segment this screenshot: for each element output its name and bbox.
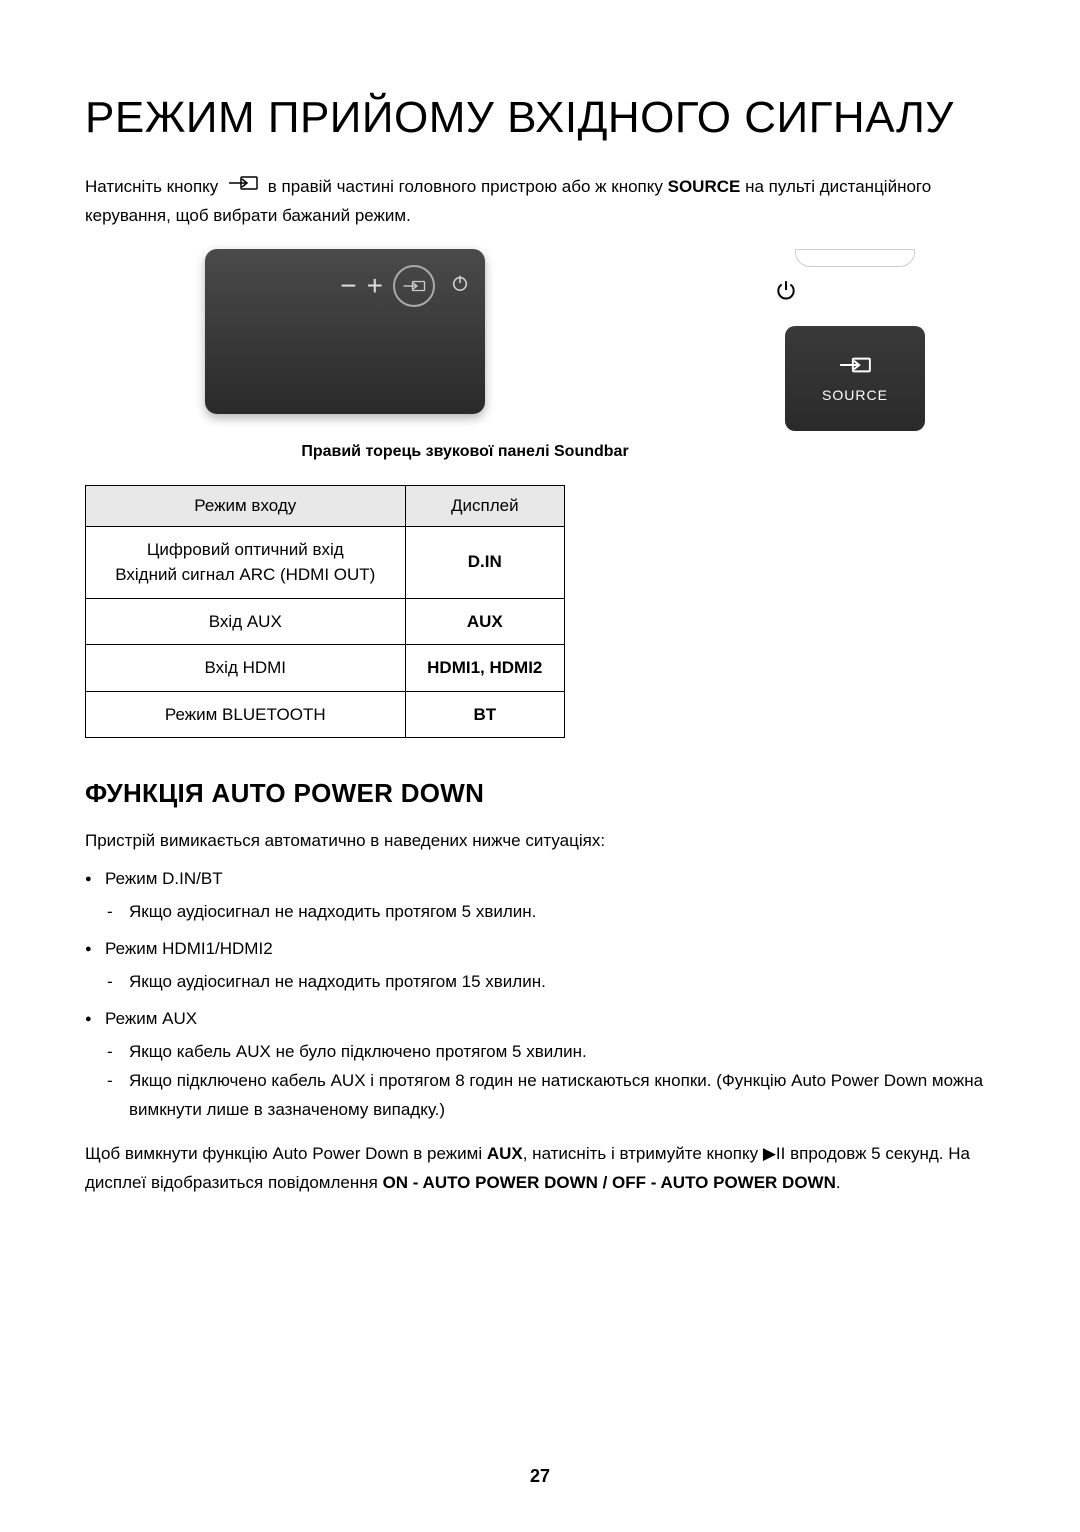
intro-paragraph: Натисніть кнопку в правій частині головн… <box>85 173 995 229</box>
table-cell-display: D.IN <box>405 526 564 598</box>
remote-source-icon <box>838 354 872 381</box>
sub-list-item: Якщо аудіосигнал не надходить протягом 5… <box>129 898 995 927</box>
sub-list: Якщо кабель AUX не було підключено протя… <box>105 1038 995 1125</box>
device-caption: Правий торець звукової панелі Soundbar <box>0 443 995 461</box>
closing-onoff: ON - AUTO POWER DOWN / OFF - AUTO POWER … <box>383 1173 836 1192</box>
table-cell-mode: Цифровий оптичний вхідВхідний сигнал ARC… <box>86 526 406 598</box>
closing-part2: , натисніть і втримуйте кнопку <box>523 1144 763 1163</box>
table-cell-display: HDMI1, HDMI2 <box>405 645 564 692</box>
page-number: 27 <box>530 1466 550 1487</box>
power-icon <box>451 274 469 297</box>
mode-table: Режим входу Дисплей Цифровий оптичний вх… <box>85 485 565 739</box>
remote-body: SOURCE <box>785 326 925 431</box>
sub-list: Якщо аудіосигнал не надходить протягом 1… <box>105 968 995 997</box>
intro-prefix: Натисніть кнопку <box>85 177 223 196</box>
table-row: Вхід HDMI HDMI1, HDMI2 <box>86 645 565 692</box>
remote-image: SOURCE <box>755 249 955 431</box>
remote-source-label: SOURCE <box>822 387 888 403</box>
table-header-display: Дисплей <box>405 485 564 526</box>
device-image: − + <box>205 249 485 414</box>
section-intro: Пристрій вимикається автоматично в навед… <box>85 831 995 851</box>
device-controls: − + <box>340 265 469 307</box>
closing-paragraph: Щоб вимкнути функцію Auto Power Down в р… <box>85 1140 995 1198</box>
sub-list-item: Якщо підключено кабель AUX і протягом 8 … <box>129 1067 995 1125</box>
intro-source-word: SOURCE <box>668 177 741 196</box>
list-title: Режим D.IN/BT <box>105 869 223 888</box>
table-header-mode: Режим входу <box>86 485 406 526</box>
intro-middle: в правій частині головного пристрою або … <box>268 177 668 196</box>
source-arrow-icon <box>227 173 259 201</box>
bullet-list: Режим D.IN/BT Якщо аудіосигнал не надход… <box>85 865 995 1124</box>
remote-power-icon <box>755 279 955 306</box>
page-title: РЕЖИМ ПРИЙОМУ ВХІДНОГО СИГНАЛУ <box>85 90 995 145</box>
list-item: Режим AUX Якщо кабель AUX не було підклю… <box>105 1005 995 1125</box>
table-cell-mode: Вхід AUX <box>86 598 406 645</box>
table-row: Режим BLUETOOTH BT <box>86 691 565 738</box>
remote-top-shape <box>795 249 915 267</box>
volume-minus-icon: − <box>340 270 356 302</box>
list-item: Режим D.IN/BT Якщо аудіосигнал не надход… <box>105 865 995 927</box>
table-cell-display: AUX <box>405 598 564 645</box>
volume-plus-icon: + <box>367 270 383 302</box>
images-row: − + <box>85 249 995 431</box>
closing-part1: Щоб вимкнути функцію Auto Power Down в р… <box>85 1144 487 1163</box>
list-title: Режим AUX <box>105 1009 197 1028</box>
table-cell-mode: Вхід HDMI <box>86 645 406 692</box>
sub-list: Якщо аудіосигнал не надходить протягом 5… <box>105 898 995 927</box>
source-button-icon <box>393 265 435 307</box>
play-pause-icon: ▶II <box>763 1144 786 1163</box>
closing-part4: . <box>836 1173 841 1192</box>
sub-list-item: Якщо кабель AUX не було підключено протя… <box>129 1038 995 1067</box>
table-cell-display: BT <box>405 691 564 738</box>
table-header-row: Режим входу Дисплей <box>86 485 565 526</box>
section-heading: ФУНКЦІЯ AUTO POWER DOWN <box>85 778 995 809</box>
table-cell-mode: Режим BLUETOOTH <box>86 691 406 738</box>
closing-aux: AUX <box>487 1144 523 1163</box>
table-row: Цифровий оптичний вхідВхідний сигнал ARC… <box>86 526 565 598</box>
sub-list-item: Якщо аудіосигнал не надходить протягом 1… <box>129 968 995 997</box>
table-row: Вхід AUX AUX <box>86 598 565 645</box>
list-item: Режим HDMI1/HDMI2 Якщо аудіосигнал не на… <box>105 935 995 997</box>
list-title: Режим HDMI1/HDMI2 <box>105 939 273 958</box>
